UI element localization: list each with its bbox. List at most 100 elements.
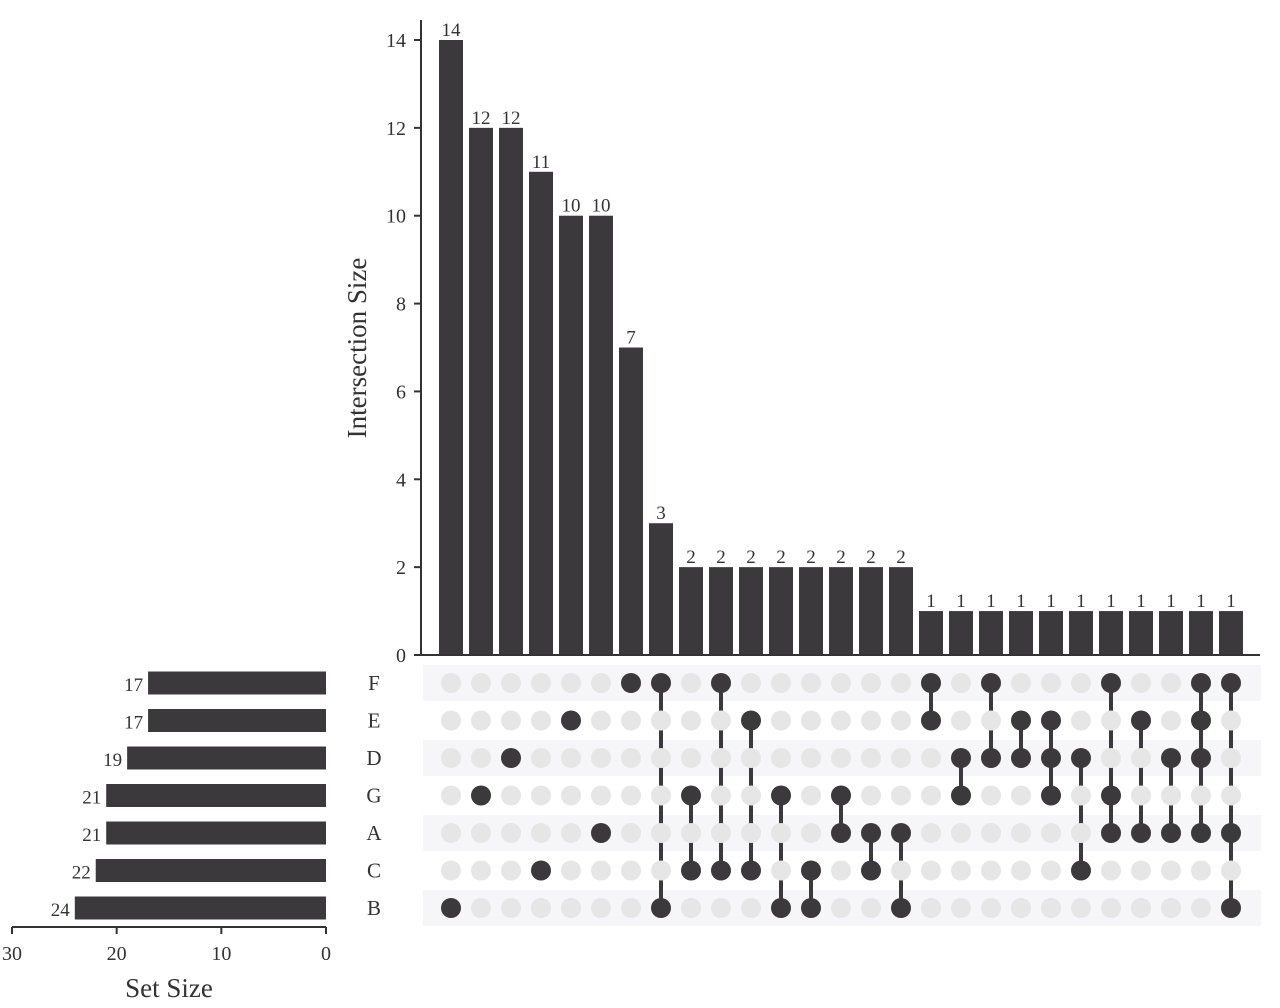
matrix-dot-inactive <box>441 785 461 806</box>
matrix-dot-active <box>1191 710 1211 731</box>
intersection-bar-label: 12 <box>472 108 491 129</box>
matrix-dot-active <box>471 785 491 806</box>
matrix-dot-active <box>921 710 941 731</box>
matrix-dot-inactive <box>1011 898 1031 918</box>
matrix-dot-inactive <box>711 898 731 918</box>
set-size-axis-title: Set Size <box>125 973 213 1003</box>
matrix-dot-inactive <box>681 673 701 693</box>
matrix-dot-inactive <box>771 860 791 881</box>
intersection-bar <box>469 127 493 656</box>
matrix-dot-active <box>681 785 701 806</box>
matrix-dot-inactive <box>1041 860 1061 881</box>
matrix-dot-inactive <box>441 748 461 768</box>
matrix-dot-inactive <box>1131 748 1151 768</box>
intersection-bar <box>1069 611 1093 655</box>
intersection-bar <box>799 567 823 655</box>
set-size-value-C: 22 <box>72 863 91 884</box>
set-size-bar-C <box>95 859 326 882</box>
intersection-bar-label: 1 <box>1136 591 1146 612</box>
intersection-bar-label: 1 <box>926 591 936 612</box>
intersection-bar-label: 10 <box>592 196 611 217</box>
matrix-dot-inactive <box>771 710 791 731</box>
matrix-dot-inactive <box>1131 860 1151 881</box>
matrix-dot-active <box>771 898 791 918</box>
matrix-dot-inactive <box>741 748 761 768</box>
matrix-dot-inactive <box>1011 785 1031 806</box>
intersection-bar-label: 1 <box>1046 591 1056 612</box>
intersection-bar <box>769 567 793 655</box>
intersection-bar-label: 2 <box>866 547 876 568</box>
set-label-F: F <box>368 671 380 695</box>
matrix-dot-active <box>951 748 971 768</box>
matrix-dot-inactive <box>1161 785 1181 806</box>
matrix-dot-active <box>561 710 581 731</box>
set-label-A: A <box>366 821 382 845</box>
matrix-dot-active <box>1131 710 1151 731</box>
matrix-dot-inactive <box>441 860 461 881</box>
matrix-dot-inactive <box>471 860 491 881</box>
intersection-matrix <box>441 673 1241 918</box>
intersection-bar <box>1039 611 1063 655</box>
intersection-bar <box>1189 611 1213 655</box>
matrix-dot-inactive <box>651 785 671 806</box>
matrix-dot-inactive <box>681 748 701 768</box>
matrix-dot-inactive <box>441 673 461 693</box>
matrix-dot-inactive <box>801 710 821 731</box>
matrix-dot-inactive <box>1041 823 1061 843</box>
matrix-dot-active <box>1221 898 1241 918</box>
intersection-bar <box>1009 611 1033 655</box>
matrix-dot-active <box>891 823 911 843</box>
intersection-bar-label: 2 <box>806 547 816 568</box>
matrix-dot-inactive <box>441 710 461 731</box>
matrix-dot-inactive <box>1191 785 1211 806</box>
intersection-bar <box>559 215 583 655</box>
matrix-dot-inactive <box>591 898 611 918</box>
set-size-value-A: 21 <box>82 825 101 846</box>
matrix-dot-active <box>1071 748 1091 768</box>
matrix-dot-inactive <box>801 823 821 843</box>
intersection-bar-label: 2 <box>896 547 906 568</box>
matrix-dot-inactive <box>1101 898 1121 918</box>
matrix-dot-active <box>831 823 851 843</box>
matrix-dot-inactive <box>711 710 731 731</box>
matrix-dot-inactive <box>891 860 911 881</box>
intersection-bar-label: 12 <box>502 108 521 129</box>
matrix-dot-inactive <box>801 748 821 768</box>
intersection-bar-label: 1 <box>1076 591 1086 612</box>
matrix-dot-inactive <box>471 823 491 843</box>
set-size-tick-label: 10 <box>211 943 231 965</box>
matrix-dot-inactive <box>1101 860 1121 881</box>
matrix-dot-inactive <box>771 823 791 843</box>
matrix-dot-inactive <box>531 898 551 918</box>
matrix-dot-inactive <box>891 710 911 731</box>
set-size-axis: 30 20 10 0 <box>2 926 331 965</box>
intersection-size-axis-title: Intersection Size <box>342 258 372 439</box>
matrix-dot-inactive <box>621 785 641 806</box>
matrix-dot-inactive <box>801 785 821 806</box>
set-size-tick-label: 30 <box>2 943 22 965</box>
matrix-dot-active <box>1161 748 1181 768</box>
set-label-G: G <box>366 784 381 808</box>
intersection-bar <box>1099 611 1123 655</box>
matrix-dot-active <box>861 823 881 843</box>
matrix-dot-inactive <box>921 785 941 806</box>
matrix-dot-inactive <box>921 823 941 843</box>
y-tick-label: 14 <box>386 30 406 52</box>
matrix-dot-active <box>741 710 761 731</box>
matrix-dot-inactive <box>561 673 581 693</box>
matrix-dot-inactive <box>1191 898 1211 918</box>
matrix-dot-inactive <box>681 898 701 918</box>
matrix-dot-inactive <box>621 710 641 731</box>
matrix-dot-inactive <box>981 860 1001 881</box>
intersection-bars <box>439 40 1243 656</box>
matrix-dot-inactive <box>861 898 881 918</box>
matrix-dot-active <box>891 898 911 918</box>
matrix-dot-inactive <box>1041 673 1061 693</box>
intersection-bar <box>889 567 913 655</box>
matrix-dot-inactive <box>1071 823 1091 843</box>
intersection-bar-label: 2 <box>686 547 696 568</box>
set-label-C: C <box>367 859 381 883</box>
matrix-dot-inactive <box>951 710 971 731</box>
